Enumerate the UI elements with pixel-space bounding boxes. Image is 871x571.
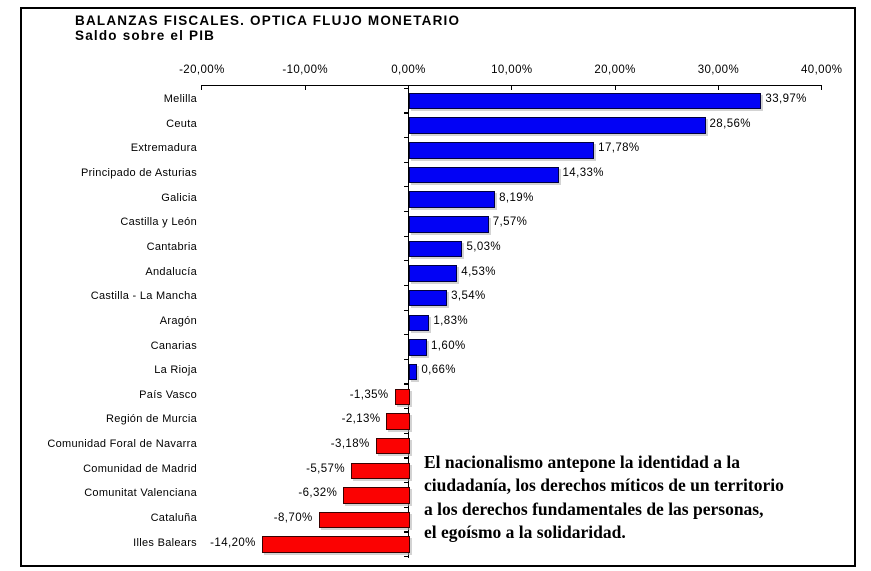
bar	[343, 487, 411, 504]
x-tick-label: -20,00%	[179, 64, 225, 76]
x-tick-mark	[407, 85, 410, 90]
category-label: Región de Murcia	[105, 413, 197, 426]
x-tick-mark	[717, 85, 719, 90]
y-tick-mark	[403, 531, 409, 533]
category-label: Castilla - La Mancha	[90, 290, 197, 303]
chart-subtitle: Saldo sobre el PIB	[75, 28, 216, 43]
y-tick-mark	[403, 408, 409, 410]
annotation-line: a los derechos fundamentales de las pers…	[424, 498, 764, 519]
bar	[350, 462, 411, 479]
x-tick-label: 0,00%	[391, 64, 426, 76]
bar	[375, 437, 411, 455]
annotation-line: ciudadanía, los derechos míticos de un t…	[424, 475, 784, 496]
category-label: Comunitat Valenciana	[84, 487, 197, 500]
category-label: Comunidad Foral de Navarra	[47, 438, 197, 451]
category-label: La Rioja	[154, 364, 197, 377]
value-label: 28,56%	[709, 117, 751, 130]
bar	[408, 314, 430, 332]
value-label: -2,13%	[341, 413, 381, 426]
bar	[408, 117, 706, 134]
x-tick-mark	[304, 85, 306, 90]
y-tick-mark	[403, 161, 409, 163]
category-label: País Vasco	[139, 388, 197, 401]
category-label: Extremadura	[130, 142, 197, 155]
value-label: -3,18%	[330, 438, 370, 451]
value-label: 17,78%	[598, 142, 640, 155]
category-label: Illes Balears	[133, 536, 197, 549]
bar	[408, 166, 559, 184]
category-label: Castilla y León	[120, 216, 197, 229]
bar	[408, 289, 448, 307]
value-label: -6,32%	[298, 487, 338, 500]
y-tick-mark	[403, 87, 409, 89]
bar	[318, 511, 411, 529]
category-label: Galicia	[161, 191, 197, 204]
y-tick-mark	[403, 556, 409, 558]
value-label: 1,83%	[433, 314, 468, 327]
value-label: 0,66%	[421, 364, 456, 377]
y-tick-mark	[403, 186, 409, 188]
category-label: Comunidad de Madrid	[83, 462, 197, 475]
y-tick-mark	[403, 358, 409, 360]
annotation-line: El nacionalismo antepone la identidad a …	[424, 452, 741, 472]
y-tick-mark	[403, 334, 409, 336]
value-label: -14,20%	[210, 536, 256, 549]
bar	[261, 536, 411, 553]
bar	[408, 216, 489, 233]
value-label: -5,57%	[306, 462, 345, 475]
value-label: 1,60%	[431, 339, 466, 352]
x-tick-label: 10,00%	[491, 64, 533, 76]
bar	[408, 92, 762, 110]
y-tick-mark	[403, 309, 409, 311]
y-tick-mark	[403, 457, 409, 459]
category-label: Ceuta	[166, 117, 197, 130]
value-label: 33,97%	[765, 93, 807, 105]
category-label: Andalucía	[145, 265, 197, 278]
bar	[408, 265, 458, 282]
category-label: Aragón	[159, 314, 197, 327]
y-tick-mark	[403, 432, 409, 434]
x-tick-mark	[821, 85, 823, 90]
category-label: Cataluña	[150, 512, 197, 525]
annotation-line: el egoísmo a la solidaridad.	[424, 521, 626, 542]
y-tick-mark	[403, 383, 409, 385]
x-tick-label: 20,00%	[594, 64, 636, 76]
value-label: 3,54%	[451, 290, 486, 303]
value-label: -8,70%	[273, 512, 313, 525]
bar	[408, 240, 463, 258]
y-tick-mark	[403, 112, 409, 114]
y-tick-mark	[403, 260, 409, 262]
y-axis-line	[407, 85, 410, 558]
x-tick-label: 30,00%	[697, 64, 740, 76]
value-label: 7,57%	[492, 216, 528, 229]
value-label: 8,19%	[499, 191, 534, 204]
x-tick-label: 40,00%	[800, 64, 843, 76]
bar	[394, 388, 411, 406]
x-tick-mark	[201, 85, 203, 90]
category-label: Canarias	[150, 339, 197, 352]
value-label: 5,03%	[466, 240, 502, 253]
y-tick-mark	[403, 235, 409, 237]
y-tick-mark	[403, 284, 409, 287]
y-tick-mark	[403, 210, 409, 213]
category-label: Principado de Asturias	[80, 166, 197, 179]
category-label: Cantabria	[146, 240, 197, 253]
chart-title: BALANZAS FISCALES. OPTICA FLUJO MONETARI…	[75, 13, 461, 28]
bar	[386, 413, 411, 430]
y-tick-mark	[403, 482, 409, 484]
bar	[408, 191, 496, 208]
bar	[408, 363, 418, 381]
bar	[408, 142, 595, 159]
y-tick-mark	[403, 506, 409, 508]
bar	[408, 339, 428, 356]
value-label: 14,33%	[562, 166, 604, 179]
x-tick-mark	[511, 85, 513, 90]
value-label: 4,53%	[461, 265, 496, 278]
value-label: -1,35%	[349, 388, 389, 401]
x-tick-mark	[614, 85, 616, 90]
x-tick-label: -10,00%	[282, 64, 328, 76]
category-label: Melilla	[163, 93, 197, 105]
y-tick-mark	[403, 136, 409, 139]
